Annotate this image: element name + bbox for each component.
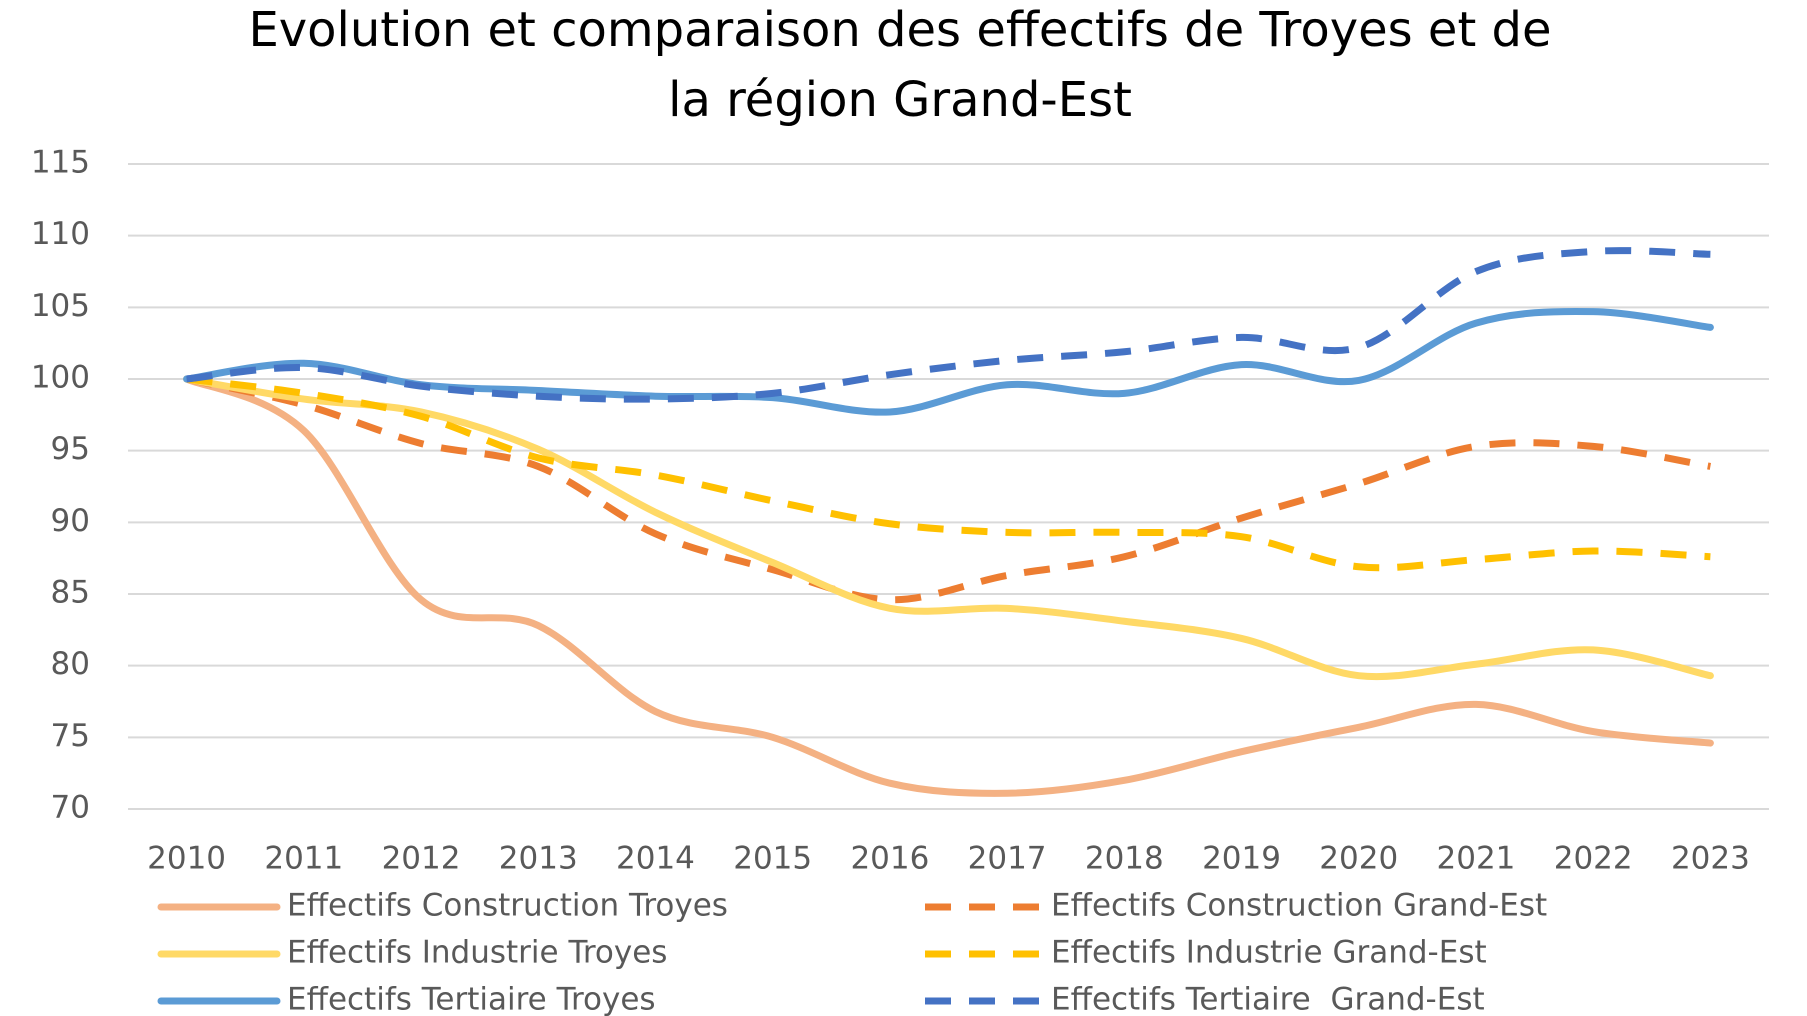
x-tick-label: 2011 <box>264 841 343 877</box>
y-tick-label: 115 <box>31 145 90 181</box>
legend-label: Effectifs Tertiaire Grand-Est <box>1051 982 1485 1016</box>
series-line <box>185 375 1711 604</box>
y-tick-label: 70 <box>51 790 90 826</box>
x-tick-label: 2015 <box>733 841 812 877</box>
y-tick-label: 80 <box>51 646 90 682</box>
y-tick-label: 100 <box>31 360 90 396</box>
x-tick-label: 2022 <box>1554 841 1633 877</box>
y-tick-label: 90 <box>51 503 90 539</box>
x-tick-label: 2012 <box>382 841 461 877</box>
x-tick-label: 2020 <box>1319 841 1398 877</box>
x-tick-label: 2010 <box>147 841 226 877</box>
series-line <box>183 375 1714 681</box>
chart-title: Evolution et comparaison des effectifs d… <box>248 2 1551 58</box>
chart-title: la région Grand-Est <box>668 72 1132 128</box>
x-tick-label: 2014 <box>616 841 695 877</box>
y-tick-label: 105 <box>31 288 90 324</box>
x-tick-label: 2017 <box>968 841 1047 877</box>
series-line <box>183 307 1714 416</box>
legend-label: Effectifs Tertiaire Troyes <box>287 982 656 1016</box>
x-tick-label: 2016 <box>850 841 929 877</box>
legend-label: Effectifs Construction Troyes <box>287 888 728 924</box>
legend-label: Effectifs Industrie Troyes <box>287 935 667 971</box>
series-line <box>186 375 1711 572</box>
legend-label: Effectifs Industrie Grand-Est <box>1051 935 1487 971</box>
x-tick-label: 2019 <box>1202 841 1281 877</box>
legend-label: Effectifs Construction Grand-Est <box>1051 888 1547 924</box>
x-tick-label: 2021 <box>1437 841 1516 877</box>
y-tick-label: 85 <box>51 575 90 611</box>
series-line <box>183 375 1714 797</box>
x-tick-label: 2023 <box>1671 841 1750 877</box>
y-tick-label: 110 <box>31 216 90 252</box>
x-tick-label: 2013 <box>499 841 578 877</box>
y-tick-label: 95 <box>51 431 90 467</box>
y-tick-label: 75 <box>51 718 90 754</box>
x-tick-label: 2018 <box>1085 841 1164 877</box>
